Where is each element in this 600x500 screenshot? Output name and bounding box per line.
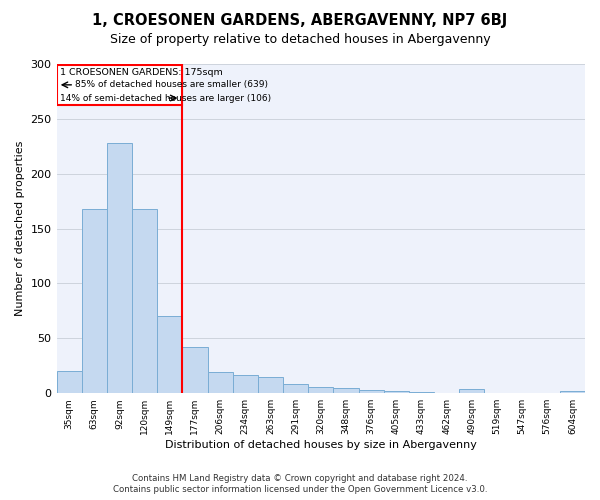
Bar [182,347,208,393]
X-axis label: Distribution of detached houses by size in Abergavenny: Distribution of detached houses by size … [165,440,477,450]
Bar [560,391,585,393]
Text: Size of property relative to detached houses in Abergavenny: Size of property relative to detached ho… [110,32,490,46]
Bar [334,388,359,393]
Bar [308,386,334,393]
Bar [383,391,409,393]
Bar [208,372,233,393]
Bar [107,143,132,393]
Bar [157,316,182,393]
Bar [132,209,157,393]
Text: 1 CROESONEN GARDENS: 175sqm: 1 CROESONEN GARDENS: 175sqm [59,68,223,78]
Text: 85% of detached houses are smaller (639): 85% of detached houses are smaller (639) [76,80,268,90]
Bar [459,389,484,393]
Text: 14% of semi-detached houses are larger (106): 14% of semi-detached houses are larger (… [59,94,271,102]
Bar [283,384,308,393]
Bar [233,374,258,393]
Bar [56,65,182,104]
Bar [359,390,383,393]
Bar [56,372,82,393]
Bar [409,392,434,393]
Text: Contains HM Land Registry data © Crown copyright and database right 2024.
Contai: Contains HM Land Registry data © Crown c… [113,474,487,494]
Text: 1, CROESONEN GARDENS, ABERGAVENNY, NP7 6BJ: 1, CROESONEN GARDENS, ABERGAVENNY, NP7 6… [92,12,508,28]
Bar [258,376,283,393]
Bar [82,209,107,393]
Y-axis label: Number of detached properties: Number of detached properties [15,141,25,316]
